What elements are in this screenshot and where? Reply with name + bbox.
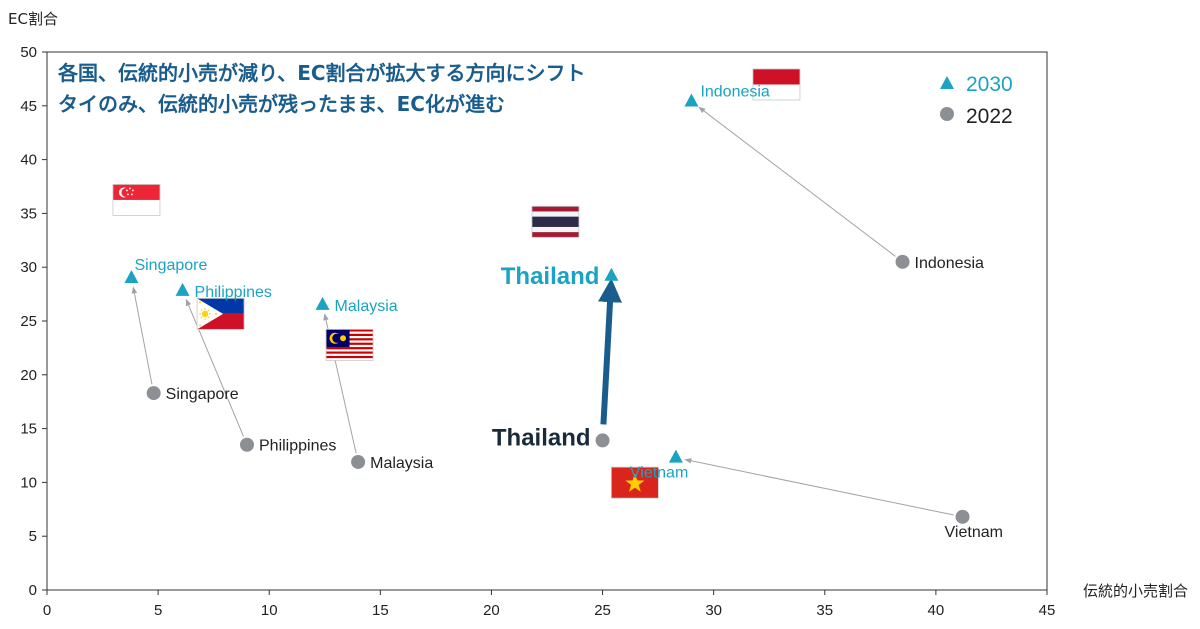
label-2030-malaysia: Malaysia [335, 298, 398, 315]
point-2022-vietnam [955, 509, 970, 524]
y-tick-label: 50 [20, 44, 37, 61]
country-flags [112, 68, 801, 499]
label-2022-indonesia: Indonesia [915, 255, 984, 272]
y-tick-label: 30 [20, 259, 37, 276]
flag-philippines-icon [196, 297, 245, 330]
y-tick-label: 10 [20, 474, 37, 491]
label-2022-thailand: Thailand [492, 424, 591, 451]
x-tick-label: 35 [816, 602, 833, 619]
label-2022-philippines: Philippines [259, 438, 336, 455]
y-axis-title: EC割合 [8, 10, 58, 28]
flag-thailand-icon [531, 205, 580, 238]
point-2030-singapore [124, 269, 139, 283]
label-2030-vietnam: Vietnam [630, 465, 688, 482]
x-tick-label: 0 [43, 602, 51, 619]
point-2022-singapore [146, 386, 161, 401]
axes: 0 5 10 15 20 25 30 35 40 45 0 5 10 15 20 25 30 35 40 45 50 [20, 44, 1055, 619]
x-axis-title: 伝統的小売割合 [1083, 582, 1188, 600]
arrow-indonesia [698, 106, 896, 257]
point-2030-philippines [175, 282, 190, 296]
label-2030-philippines: Philippines [195, 284, 272, 301]
label-2022-singapore: Singapore [166, 386, 239, 403]
flag-vietnam-icon [610, 466, 659, 499]
legend-label-2022: 2022 [966, 105, 1013, 128]
x-tick-label: 10 [261, 602, 278, 619]
legend-marker-2030 [940, 76, 954, 89]
connector-arrows [131, 106, 954, 516]
y-tick-label: 15 [20, 421, 37, 438]
data-markers [124, 93, 970, 524]
x-tick-label: 45 [1039, 602, 1056, 619]
point-2030-vietnam [668, 449, 683, 463]
arrow-thailand [598, 278, 623, 425]
annotation-line-2: タイのみ、伝統的小売が残ったまま、EC化が進む [58, 92, 505, 116]
y-tick-label: 5 [29, 528, 37, 545]
arrow-vietnam [684, 458, 954, 516]
point-2022-malaysia [351, 454, 366, 469]
y-tick-label: 35 [20, 205, 37, 222]
label-2030-singapore: Singapore [134, 257, 207, 274]
legend-label-2030: 2030 [966, 73, 1013, 96]
arrow-philippines [185, 298, 244, 437]
label-2030-thailand: Thailand [501, 263, 600, 290]
flag-singapore-icon [112, 184, 161, 216]
point-labels: Singapore Singapore Philippines Philippines… [134, 83, 1003, 540]
y-tick-label: 0 [29, 582, 37, 599]
y-tick-label: 25 [20, 313, 37, 330]
point-2030-indonesia [684, 93, 699, 107]
y-tick-label: 45 [20, 98, 37, 115]
x-tick-label: 20 [483, 602, 500, 619]
label-2030-indonesia: Indonesia [700, 83, 769, 100]
point-2030-thailand [604, 267, 619, 281]
annotation-line-1: 各国、伝統的小売が減り、EC割合が拡大する方向にシフト [57, 61, 586, 85]
label-2022-malaysia: Malaysia [370, 455, 433, 472]
point-2022-thailand [595, 433, 610, 448]
point-2022-philippines [240, 437, 254, 452]
legend-marker-2022 [940, 107, 954, 121]
x-tick-label: 5 [154, 602, 162, 619]
x-tick-label: 30 [705, 602, 722, 619]
flag-indonesia-icon [752, 68, 801, 101]
arrow-singapore [131, 286, 153, 385]
flag-malaysia-icon [325, 328, 374, 361]
x-tick-label: 15 [372, 602, 389, 619]
point-2030-malaysia [315, 296, 330, 310]
x-tick-label: 25 [594, 602, 611, 619]
legend: 2030 2022 [940, 73, 1013, 128]
x-tick-label: 40 [928, 602, 945, 619]
y-tick-label: 40 [20, 152, 37, 169]
label-2022-vietnam: Vietnam [945, 524, 1003, 541]
point-2022-indonesia [895, 254, 910, 269]
y-tick-label: 20 [20, 367, 37, 384]
